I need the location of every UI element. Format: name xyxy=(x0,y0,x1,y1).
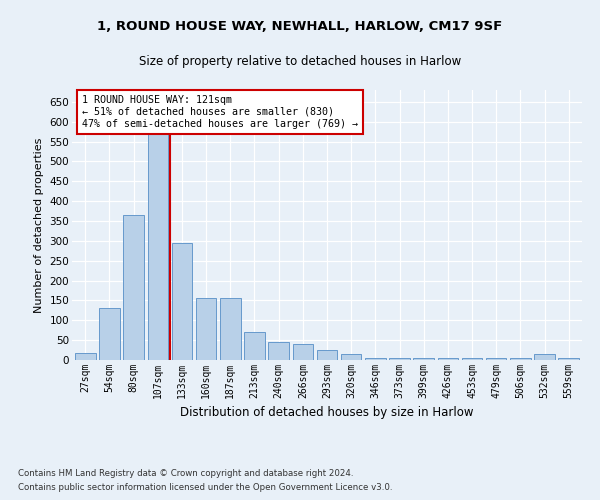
Bar xyxy=(75,353,95,360)
Bar xyxy=(124,215,144,360)
Text: 1 ROUND HOUSE WAY: 121sqm
← 51% of detached houses are smaller (830)
47% of semi: 1 ROUND HOUSE WAY: 121sqm ← 51% of detac… xyxy=(82,96,358,128)
Bar xyxy=(341,354,361,360)
Bar xyxy=(293,344,313,360)
Bar xyxy=(559,358,579,360)
Bar xyxy=(365,358,386,360)
Bar xyxy=(244,332,265,360)
Bar xyxy=(99,308,120,360)
Text: Contains public sector information licensed under the Open Government Licence v3: Contains public sector information licen… xyxy=(18,484,392,492)
Bar xyxy=(268,342,289,360)
Text: Size of property relative to detached houses in Harlow: Size of property relative to detached ho… xyxy=(139,55,461,68)
Bar xyxy=(437,358,458,360)
Bar xyxy=(220,298,241,360)
Bar xyxy=(413,358,434,360)
Bar xyxy=(196,298,217,360)
Bar xyxy=(148,132,168,360)
Bar xyxy=(389,358,410,360)
X-axis label: Distribution of detached houses by size in Harlow: Distribution of detached houses by size … xyxy=(180,406,474,420)
Bar xyxy=(317,350,337,360)
Bar xyxy=(172,243,192,360)
Text: 1, ROUND HOUSE WAY, NEWHALL, HARLOW, CM17 9SF: 1, ROUND HOUSE WAY, NEWHALL, HARLOW, CM1… xyxy=(97,20,503,33)
Bar xyxy=(534,354,555,360)
Bar xyxy=(486,358,506,360)
Bar xyxy=(510,358,530,360)
Text: Contains HM Land Registry data © Crown copyright and database right 2024.: Contains HM Land Registry data © Crown c… xyxy=(18,468,353,477)
Y-axis label: Number of detached properties: Number of detached properties xyxy=(34,138,44,312)
Bar xyxy=(462,358,482,360)
